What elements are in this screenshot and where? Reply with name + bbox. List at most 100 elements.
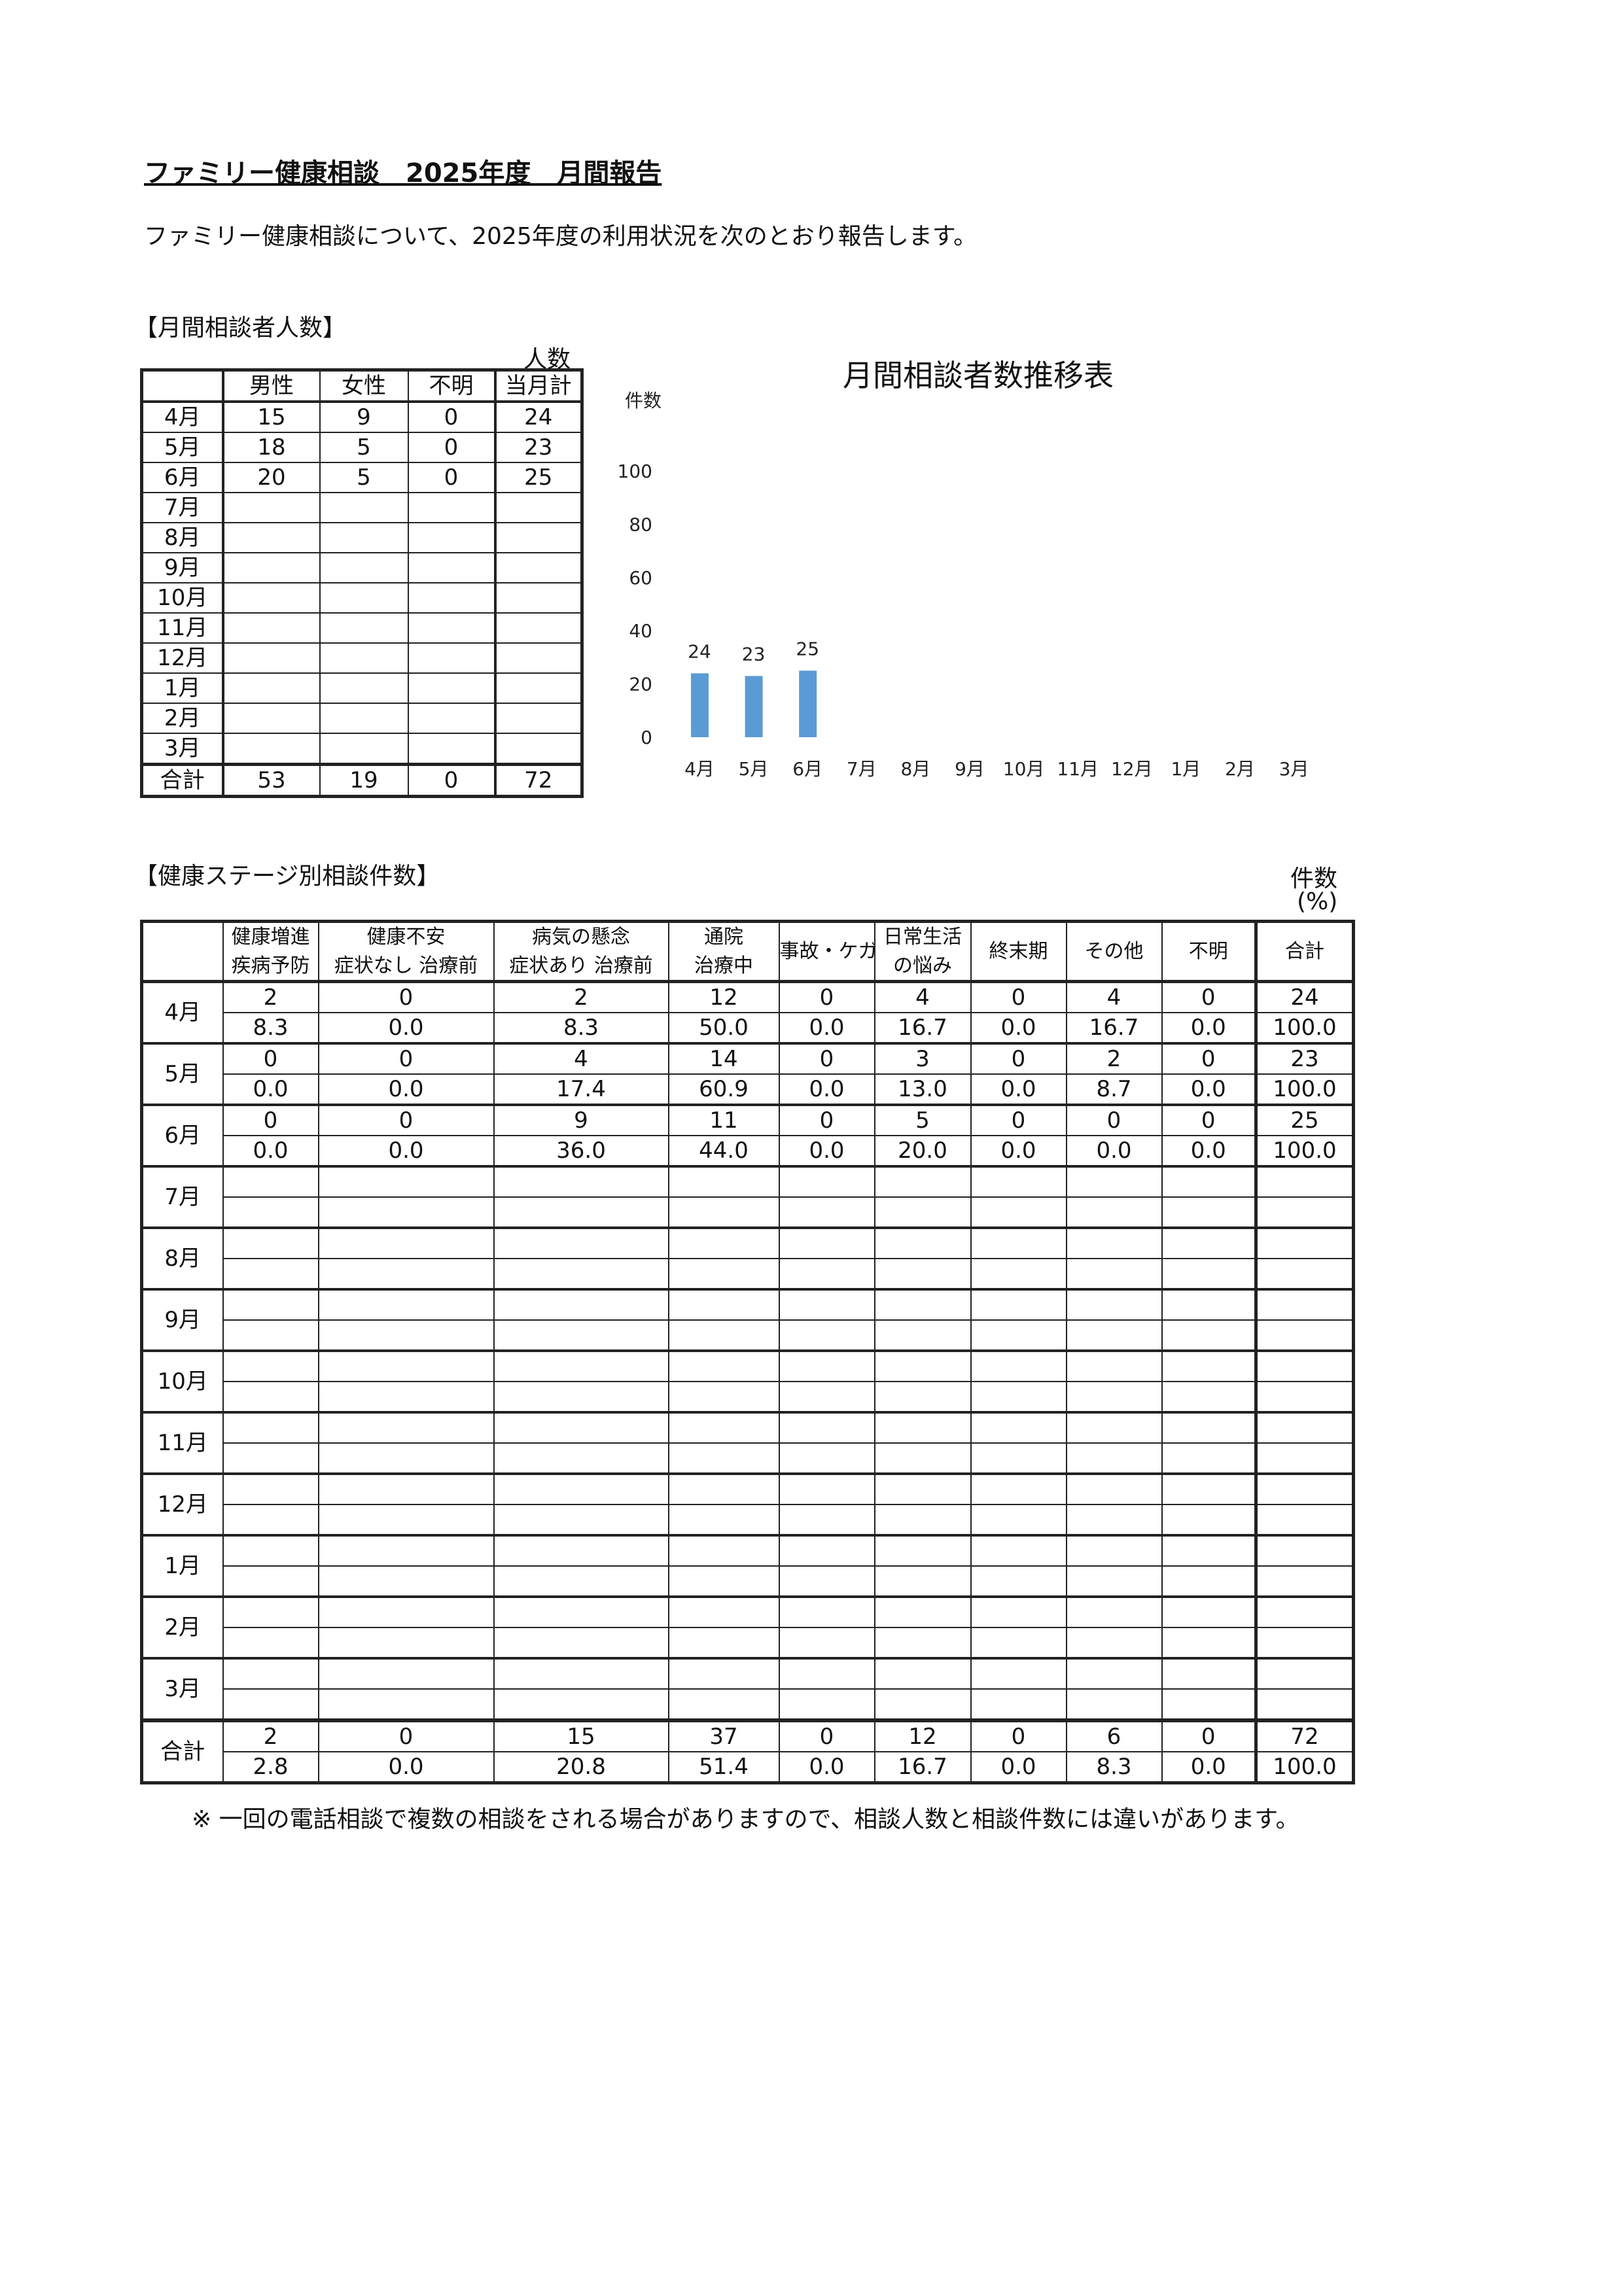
y-tick-label: 40 [629, 620, 652, 642]
count-cell [1254, 1472, 1354, 1505]
month-label: 7月 [141, 492, 224, 523]
percent-row [142, 1381, 1354, 1413]
total-row: 合計 53 19 0 72 [141, 763, 583, 797]
table-cell [222, 642, 321, 674]
x-tick-label: 10月 [1003, 758, 1045, 780]
count-cell [317, 1534, 495, 1567]
count-cell [1254, 1226, 1354, 1259]
percent-cell [1065, 1688, 1163, 1721]
count-cell: 24 [1254, 981, 1354, 1013]
percent-cell [1254, 1381, 1354, 1413]
percent-cell [317, 1442, 495, 1474]
count-cell [1254, 1165, 1354, 1198]
count-cell [970, 1226, 1067, 1259]
month-label: 5月 [141, 1042, 224, 1105]
count-cell [1161, 1411, 1257, 1444]
table-cell [493, 703, 583, 734]
month-label: 10月 [141, 1349, 224, 1413]
count-cell [222, 1534, 319, 1567]
count-cell [1254, 1657, 1354, 1690]
x-tick-label: 8月 [900, 758, 930, 780]
table-row: 2月 [141, 1595, 1354, 1659]
percent-cell [1065, 1258, 1163, 1290]
percent-cell [778, 1442, 875, 1474]
table-cell [222, 612, 321, 644]
percent-cell: 0.0 [1161, 1135, 1257, 1167]
count-cell: 2 [493, 981, 669, 1013]
count-cell: 0 [970, 981, 1067, 1013]
count-cell [317, 1595, 495, 1628]
percent-cell: 16.7 [874, 1751, 972, 1784]
count-cell [493, 1657, 669, 1690]
month-label: 3月 [141, 1657, 224, 1721]
count-cell [1161, 1595, 1257, 1628]
percent-cell [1065, 1196, 1163, 1228]
count-cell [1065, 1534, 1163, 1567]
percent-cell [317, 1196, 495, 1228]
table-cell [493, 552, 583, 583]
percent-cell [874, 1688, 972, 1721]
percent-cell [970, 1258, 1067, 1290]
count-cell [874, 1657, 972, 1690]
total-row: 合計 2 0 15 37 0 12 0 6 0 72 [141, 1718, 1354, 1784]
percent-cell [1161, 1504, 1257, 1536]
table-cell [319, 492, 409, 523]
x-tick-label: 1月 [1171, 758, 1201, 780]
count-cell [1254, 1288, 1354, 1321]
percent-cell [667, 1258, 780, 1290]
table-row: 4月 15 9 0 24 [141, 401, 583, 433]
percent-cell [493, 1627, 669, 1659]
percent-cell [778, 1504, 875, 1536]
count-cell: 0 [1161, 981, 1257, 1013]
count-cell: 0 [1065, 1104, 1163, 1136]
table-row: 10月 [141, 1349, 1354, 1413]
percent-cell [1254, 1258, 1354, 1290]
percent-cell [493, 1688, 669, 1721]
y-tick-label: 20 [629, 674, 652, 695]
table-row: 3月 [141, 1657, 1354, 1721]
percent-cell: 2.8 [222, 1751, 319, 1784]
count-cell [493, 1534, 669, 1567]
total-cell: 53 [222, 763, 321, 797]
count-cell [493, 1165, 669, 1198]
month-label: 8月 [141, 522, 224, 553]
percent-row [142, 1258, 1354, 1290]
percent-cell: 0.0 [778, 1751, 875, 1784]
count-cell [1161, 1165, 1257, 1198]
column-header: 病気の懸念 症状あり 治療前 [493, 920, 669, 983]
percent-cell [493, 1504, 669, 1536]
data-label: 23 [742, 643, 766, 665]
count-cell: 4 [1065, 981, 1163, 1013]
percent-cell [874, 1442, 972, 1474]
table-cell [407, 492, 496, 523]
percent-cell [970, 1688, 1067, 1721]
count-cell: 4 [874, 981, 972, 1013]
month-label: 2月 [141, 1595, 224, 1659]
count-cell [970, 1595, 1067, 1628]
column-header: その他 [1065, 920, 1163, 983]
percent-cell [970, 1196, 1067, 1228]
percent-cell [222, 1565, 319, 1597]
count-cell [874, 1534, 972, 1567]
count-cell [317, 1472, 495, 1505]
table-row: 1月 [141, 672, 583, 704]
month-label: 10月 [141, 582, 224, 614]
table-cell [407, 642, 496, 674]
percent-cell: 50.0 [667, 1012, 780, 1044]
percent-cell [874, 1504, 972, 1536]
count-cell [874, 1349, 972, 1382]
table-cell [222, 733, 321, 765]
count-cell: 0 [317, 1104, 495, 1136]
percent-cell: 0.0 [1161, 1012, 1257, 1044]
count-cell [1065, 1472, 1163, 1505]
x-tick-label: 7月 [847, 758, 877, 780]
table-cell [222, 522, 321, 553]
count-cell [667, 1657, 780, 1690]
count-cell [970, 1472, 1067, 1505]
count-cell [778, 1165, 875, 1198]
percent-cell [222, 1196, 319, 1228]
x-tick-label: 4月 [684, 758, 715, 780]
count-cell [1161, 1349, 1257, 1382]
percent-cell [874, 1258, 972, 1290]
